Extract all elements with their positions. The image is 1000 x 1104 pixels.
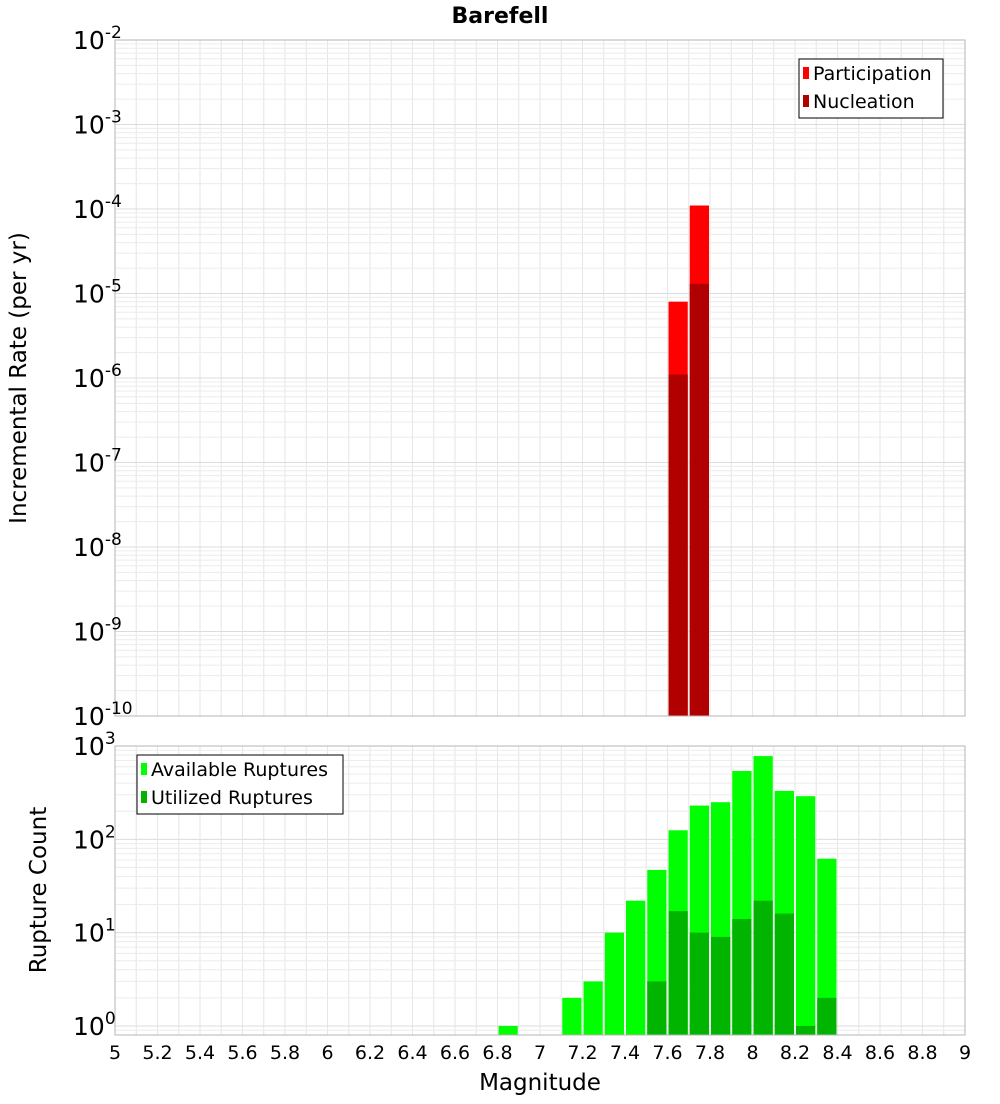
bottom-bar [817, 997, 837, 1035]
x-tick-label: 8 [746, 1042, 758, 1064]
top-y-tick-label: 10-2 [73, 23, 122, 55]
bottom-bar [498, 1025, 518, 1035]
x-tick-label: 6.6 [440, 1042, 470, 1064]
top-y-tick-label: 10-8 [73, 530, 122, 562]
x-tick-label: 7.2 [567, 1042, 597, 1064]
top-legend-label: Nucleation [813, 91, 915, 113]
x-tick-label: 5.8 [270, 1042, 300, 1064]
bottom-plot-border [114, 745, 966, 1036]
bottom-bar [732, 919, 752, 1035]
top-series-2 [668, 283, 709, 716]
x-tick-label: 7.4 [610, 1042, 640, 1064]
bottom-bar [796, 796, 816, 1035]
chart-title: Barefell [452, 4, 549, 29]
bottom-y-tick-labels: 100 101 102 103 [73, 729, 116, 1041]
x-tick-label: 6 [321, 1042, 333, 1064]
top-plot-area: 10-10 10-9 10-8 10-7 10-6 10-5 10-4 10-3 10-2 Par… [73, 23, 966, 731]
top-y-tick-label: 10-6 [73, 361, 122, 393]
bottom-bar [689, 932, 709, 1035]
x-tick-label: 8.8 [907, 1042, 937, 1064]
top-y-tick-label: 10-5 [73, 277, 122, 309]
bottom-bar [583, 981, 603, 1035]
top-legend: Participation Nucleation [798, 58, 944, 119]
bottom-y-tick-label: 101 [73, 916, 116, 948]
bottom-y-tick-label: 102 [73, 822, 116, 854]
bottom-legend-swatch [141, 763, 147, 775]
bottom-y-axis-label: Rupture Count [26, 807, 52, 973]
top-legend-box [798, 58, 944, 119]
top-legend-swatch [803, 67, 809, 79]
top-plot-border [114, 39, 966, 717]
top-bar [689, 283, 709, 716]
x-tick-label: 9 [959, 1042, 971, 1064]
bottom-series-2 [647, 900, 837, 1035]
bottom-bar [796, 1025, 816, 1035]
x-tick-label: 8.2 [780, 1042, 810, 1064]
x-tick-label: 5.2 [142, 1042, 172, 1064]
bottom-y-tick-label: 103 [73, 729, 116, 761]
bottom-legend-swatch [141, 791, 147, 803]
bottom-bar [774, 913, 794, 1035]
bottom-bar [817, 858, 837, 1035]
bottom-legend-label: Available Ruptures [151, 759, 328, 781]
x-tick-label: 6.2 [355, 1042, 385, 1064]
x-tick-label: 6.8 [482, 1042, 512, 1064]
bottom-y-tick-label: 100 [73, 1009, 116, 1041]
x-tick-label: 5.6 [227, 1042, 257, 1064]
x-axis-label: Magnitude [479, 1070, 601, 1096]
top-y-tick-label: 10-9 [73, 615, 122, 647]
bottom-bar [711, 936, 731, 1035]
top-y-tick-label: 10-10 [73, 699, 133, 731]
top-legend-swatch [803, 95, 809, 107]
x-tick-label: 5 [109, 1042, 121, 1064]
top-y-axis-label: Incremental Rate (per yr) [6, 232, 32, 524]
bottom-legend: Available Ruptures Utilized Ruptures [136, 754, 344, 815]
bottom-bar [647, 981, 667, 1035]
top-y-tick-label: 10-7 [73, 446, 122, 478]
bottom-bar [604, 932, 624, 1035]
x-tick-labels: 5 5.2 5.4 5.6 5.8 6 6.2 6.4 6.6 6.8 7 7.2 7.4 7.6 7.8 8… [109, 1042, 971, 1064]
top-y-tick-labels: 10-10 10-9 10-8 10-7 10-6 10-5 10-4 10-3 10-2 [73, 23, 133, 731]
bottom-bar [668, 911, 688, 1035]
bottom-bar [562, 997, 582, 1035]
bottom-bar [626, 900, 646, 1035]
x-tick-label: 8.6 [865, 1042, 895, 1064]
x-tick-label: 8.4 [822, 1042, 852, 1064]
x-tick-label: 7 [534, 1042, 546, 1064]
bottom-legend-label: Utilized Ruptures [151, 787, 313, 809]
x-tick-label: 7.6 [652, 1042, 682, 1064]
bottom-bar [753, 900, 773, 1035]
top-bar [668, 374, 688, 716]
x-tick-label: 7.8 [695, 1042, 725, 1064]
top-legend-label: Participation [813, 63, 932, 85]
top-y-tick-label: 10-4 [73, 192, 122, 224]
bottom-legend-box [136, 754, 344, 815]
x-tick-label: 5.4 [185, 1042, 215, 1064]
x-tick-label: 6.4 [397, 1042, 427, 1064]
top-y-tick-label: 10-3 [73, 108, 122, 140]
